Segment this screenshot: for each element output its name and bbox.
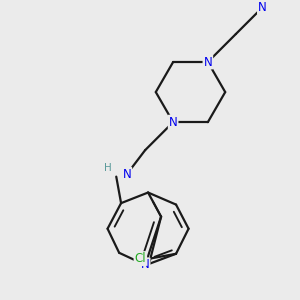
Text: N: N xyxy=(169,116,178,129)
Text: H: H xyxy=(104,163,111,173)
Text: N: N xyxy=(258,1,267,14)
Text: N: N xyxy=(203,56,212,68)
Text: Cl: Cl xyxy=(134,252,146,265)
Text: N: N xyxy=(141,258,150,272)
Text: N: N xyxy=(122,168,131,181)
